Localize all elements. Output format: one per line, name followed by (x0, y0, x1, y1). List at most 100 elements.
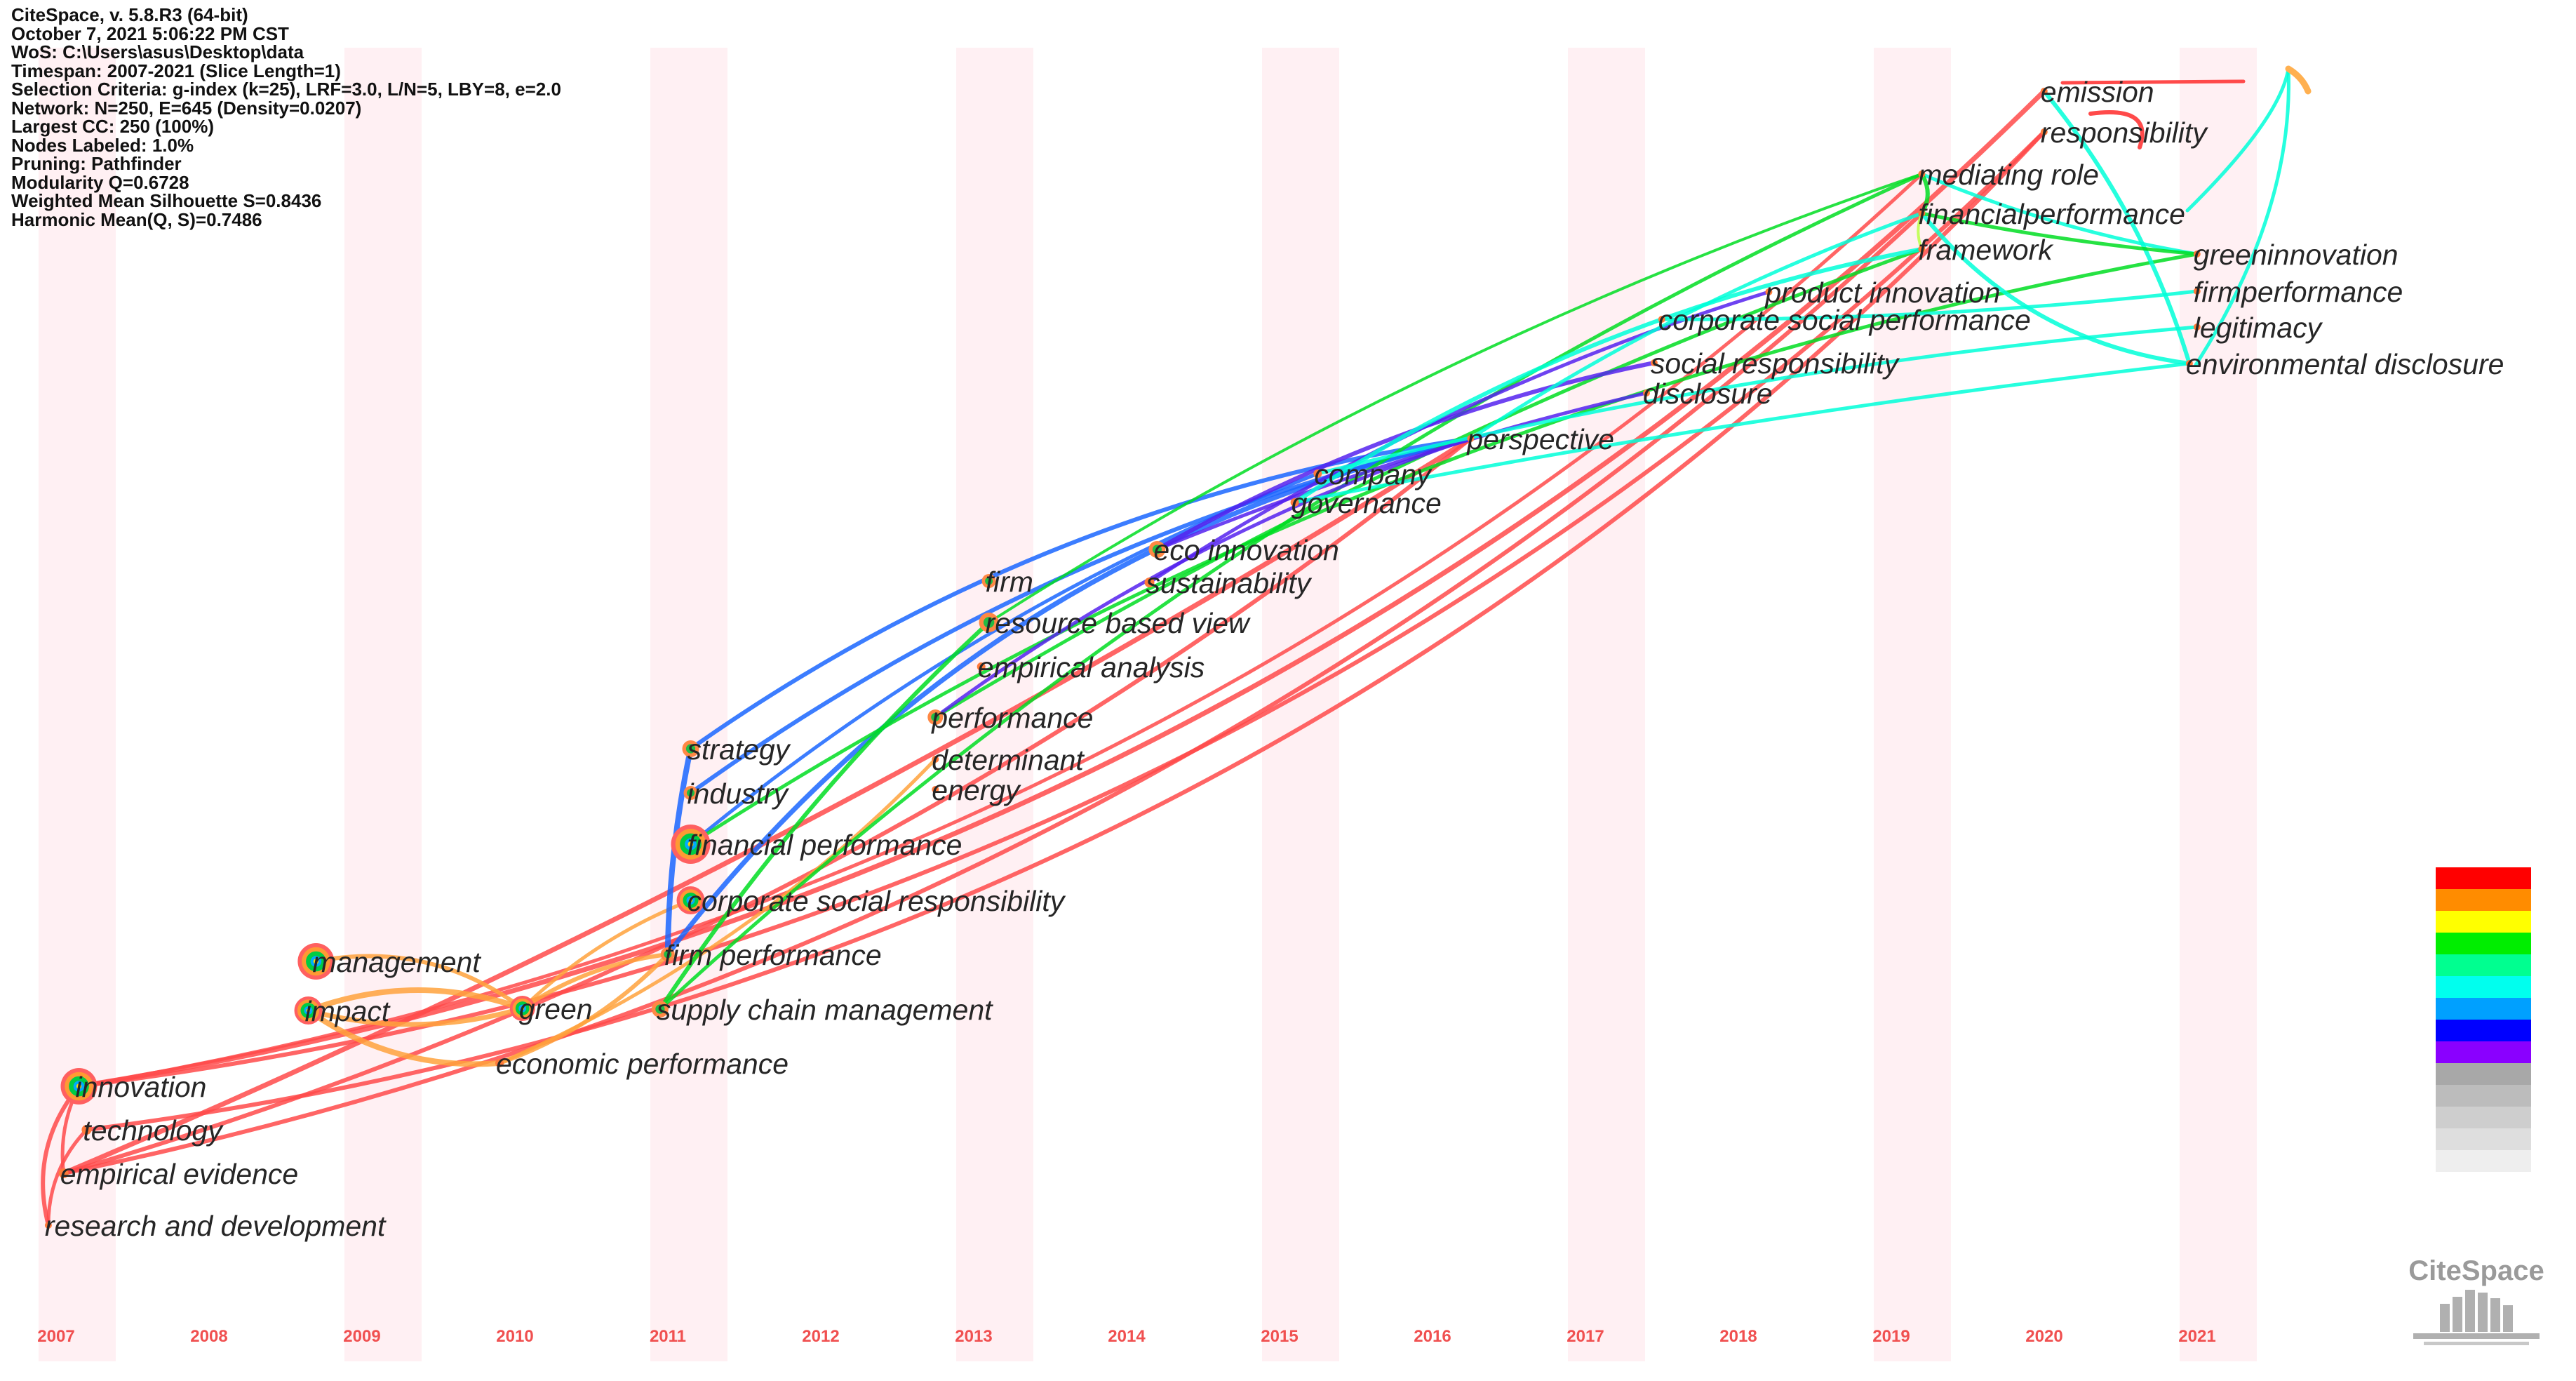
label-innovation: innovation (76, 1071, 207, 1103)
node-disclosure[interactable] (1643, 389, 1650, 396)
year-label-2021: 2021 (2178, 1327, 2215, 1346)
node-eco-innovation[interactable] (1148, 541, 1166, 558)
link (520, 952, 670, 1010)
node-empirical-evidence[interactable] (58, 1168, 69, 1178)
year-label-2015: 2015 (1261, 1327, 1298, 1346)
node-management[interactable] (297, 943, 335, 980)
node-economic-performance[interactable] (495, 1059, 504, 1067)
node-framework[interactable] (1918, 246, 1926, 253)
citespace-logo: CiteSpace (2408, 1255, 2544, 1345)
link (688, 436, 1473, 751)
legend-swatch-0 (2436, 867, 2531, 889)
node-innovation[interactable] (60, 1068, 98, 1105)
node-energy[interactable] (932, 786, 939, 793)
label-empirical-evidence: empirical evidence (60, 1158, 299, 1190)
link (77, 172, 1924, 1088)
node-perspective[interactable] (1467, 435, 1475, 442)
node-determinant[interactable] (932, 756, 939, 763)
label-emission: emission (2041, 76, 2154, 108)
link (46, 1128, 88, 1227)
label-framework: framework (1918, 234, 2054, 266)
link (1155, 391, 1649, 552)
node-governance[interactable] (1290, 498, 1299, 507)
legend-swatch-2 (2436, 911, 2531, 933)
year-stripe-2011 (650, 48, 727, 1361)
year-label-2018: 2018 (1719, 1327, 1757, 1346)
year-label-2020: 2020 (2025, 1327, 2062, 1346)
node-strategy[interactable] (682, 740, 699, 757)
label-legitimacy: legitimacy (2194, 312, 2323, 344)
link (497, 757, 937, 1065)
link (1919, 172, 2199, 256)
node-product-innovation[interactable] (1765, 288, 1773, 295)
label-impact: impact (305, 995, 391, 1027)
legend-swatch-13 (2436, 1150, 2531, 1172)
node-social-responsibility[interactable] (1650, 359, 1658, 366)
info-line: Network: N=250, E=645 (Density=0.0207) (11, 97, 362, 119)
node-financialperformance[interactable] (1918, 210, 1926, 217)
label-performance: performance (930, 702, 1093, 734)
link (1293, 361, 2192, 505)
node-empirical-analysis[interactable] (977, 662, 986, 671)
label-corporate-social-performance: corporate social performance (1658, 304, 2031, 336)
node-firm[interactable] (981, 574, 996, 588)
node-corporate-social-responsibility[interactable] (676, 886, 705, 914)
link (2185, 67, 2290, 213)
legend-swatch-4 (2436, 954, 2531, 976)
node-legitimacy[interactable] (2193, 323, 2201, 331)
node-sustainability[interactable] (1144, 578, 1155, 587)
info-line: Pruning: Pathfinder (11, 153, 182, 174)
link (306, 1006, 525, 1027)
node-industry[interactable] (683, 786, 698, 800)
node-corporate-social-performance[interactable] (1658, 316, 1665, 323)
node-emission[interactable] (2040, 88, 2048, 95)
node-research-and-development[interactable] (44, 1222, 52, 1229)
node-resource-based-view[interactable] (979, 613, 999, 632)
link (84, 130, 2046, 1132)
label-mediating-role: mediating role (1918, 159, 2099, 191)
node-firm-performance[interactable] (660, 947, 675, 961)
link (933, 436, 1473, 719)
link (61, 211, 1924, 1175)
node-green[interactable] (509, 996, 535, 1021)
link (76, 88, 2047, 1089)
link (2060, 79, 2246, 85)
node-greeninnovation[interactable] (2193, 251, 2201, 258)
label-responsibility: responsibility (2041, 116, 2208, 149)
label-resource-based-view: resource based view (986, 607, 1251, 639)
label-social-responsibility: social responsibility (1651, 347, 1900, 380)
legend-swatch-10 (2436, 1085, 2531, 1107)
link (987, 173, 1924, 624)
label-technology: technology (83, 1114, 224, 1147)
year-label-2016: 2016 (1414, 1327, 1451, 1346)
legend-swatch-9 (2436, 1063, 2531, 1085)
year-label-2010: 2010 (496, 1327, 533, 1346)
node-company[interactable] (1313, 469, 1322, 478)
node-performance[interactable] (927, 709, 944, 725)
link (2285, 65, 2312, 95)
year-label-2017: 2017 (1567, 1327, 1604, 1346)
link (658, 172, 1924, 1011)
node-financial-performance[interactable] (671, 825, 711, 864)
node-responsibility[interactable] (2040, 128, 2048, 135)
info-line: Timespan: 2007-2021 (Slice Length=1) (11, 60, 341, 81)
legend-swatch-8 (2436, 1041, 2531, 1063)
link (2041, 89, 2192, 366)
node-supply-chain-management[interactable] (651, 1001, 669, 1018)
year-label-2019: 2019 (1872, 1327, 1910, 1346)
info-line: Largest CC: 250 (100%) (11, 116, 214, 137)
node-firmperformance[interactable] (2193, 288, 2201, 295)
year-label-2014: 2014 (1108, 1327, 1146, 1346)
label-supply-chain-management: supply chain management (657, 994, 993, 1026)
link (1919, 211, 2192, 366)
label-determinant: determinant (932, 744, 1085, 776)
node-mediating-role[interactable] (1918, 171, 1926, 178)
node-impact[interactable] (294, 996, 323, 1025)
logo-text: CiteSpace (2408, 1255, 2544, 1286)
node-environmental-disclosure[interactable] (2185, 360, 2193, 367)
year-stripe-2021 (2180, 48, 2257, 1361)
label-perspective: perspective (1465, 423, 1614, 455)
node-technology[interactable] (81, 1125, 92, 1135)
label-firmperformance: firmperformance (2194, 276, 2403, 308)
